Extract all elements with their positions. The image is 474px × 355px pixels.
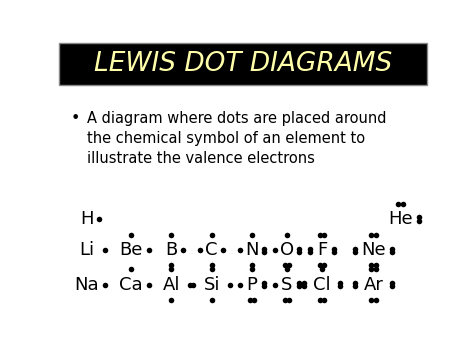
Text: He: He [389,210,413,228]
Text: P: P [246,275,257,294]
Text: Be: Be [119,241,143,260]
Text: B: B [165,241,177,260]
Text: Li: Li [79,241,94,260]
Text: Na: Na [74,275,99,294]
Text: LEWIS DOT DIAGRAMS: LEWIS DOT DIAGRAMS [94,51,392,77]
Text: A diagram where dots are placed around: A diagram where dots are placed around [87,111,386,126]
Text: •: • [70,111,80,126]
Text: S: S [282,275,292,294]
Text: N: N [246,241,259,260]
Text: H: H [80,210,93,228]
Text: F: F [317,241,327,260]
Text: O: O [280,241,294,260]
Text: the chemical symbol of an element to: the chemical symbol of an element to [87,131,365,146]
Text: Ar: Ar [364,275,383,294]
Text: C: C [205,241,218,260]
Text: Al: Al [163,275,180,294]
Text: Ne: Ne [361,241,386,260]
Text: Ca: Ca [119,275,143,294]
Text: Cl: Cl [313,275,331,294]
Text: illustrate the valence electrons: illustrate the valence electrons [87,151,315,166]
FancyBboxPatch shape [59,43,427,85]
Text: Si: Si [203,275,220,294]
